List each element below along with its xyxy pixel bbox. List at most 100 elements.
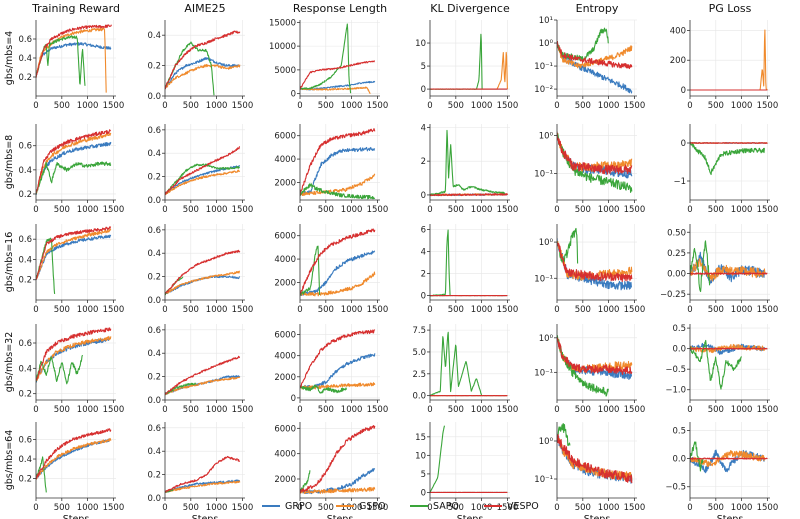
series-line-vespo: [557, 242, 633, 283]
y-tick-label: 4000: [274, 352, 296, 362]
series-line-sapo: [36, 35, 86, 86]
y-tick-label: 0.2: [147, 173, 161, 183]
series-line-sapo: [165, 41, 215, 96]
panel-gbs-mbs-16-response-length: 2000 4000 6000 0 500 1000 1500: [274, 224, 388, 315]
y-tick-label: 0: [291, 90, 296, 100]
x-tick-label: 500: [448, 101, 464, 111]
y-tick-label: 0.2: [18, 276, 32, 286]
panel-gbs-mbs-8-pg-loss: −1 0 0 500 1000 1500: [673, 124, 778, 215]
x-tick-label: 1500: [103, 101, 125, 111]
x-tick-label: 1000: [731, 503, 753, 513]
panel-gbs-mbs-8-entropy: 10⁻¹ 10⁰ 0 500 1000 1500: [534, 124, 645, 215]
panel-gbs-mbs-64-aime25: 0.0 0.2 0.4 0.6 0 500 1000 1500 Steps: [147, 422, 253, 519]
y-tick-label: 10⁻²: [534, 85, 553, 95]
x-tick-label: 0: [162, 205, 167, 215]
x-tick-label: 1000: [731, 405, 753, 415]
x-tick-label: 1500: [497, 405, 519, 415]
panel-gbs-mbs-4-aime25: 0.0 0.2 0.4 0 500 1000 1500: [147, 20, 253, 111]
series-line-grpo: [165, 165, 241, 195]
y-tick-label: 5000: [274, 66, 296, 76]
x-tick-label: 500: [575, 101, 591, 111]
x-tick-label: 1500: [367, 305, 389, 315]
x-tick-label: 1000: [598, 405, 620, 415]
x-tick-label: 500: [708, 205, 724, 215]
y-tick-label: 0.4: [147, 149, 161, 159]
x-tick-label: 1000: [341, 305, 363, 315]
panel-gbs-mbs-4-training-reward: 0.2 0.4 0.6 0 500 1000 1500: [18, 20, 124, 111]
x-tick-label: 1500: [232, 405, 254, 415]
series-line-vespo: [165, 146, 241, 195]
series-line-sapo: [36, 161, 112, 195]
y-tick-label: 10¹: [539, 16, 553, 26]
y-tick-label: 2000: [274, 475, 296, 485]
row-label-gbs-mbs-32: gbs/mbs=32: [4, 332, 15, 393]
series-line-grpo: [36, 438, 112, 480]
x-tick-label: 500: [708, 305, 724, 315]
series-line-gspo: [165, 270, 241, 296]
y-tick-label: 0.5: [672, 324, 686, 334]
y-tick-label: 0.4: [147, 447, 161, 457]
x-tick-label: 1000: [341, 405, 363, 415]
x-tick-label: 1500: [103, 503, 125, 513]
x-tick-label: 500: [318, 405, 334, 415]
series-line-sapo: [300, 245, 321, 296]
y-tick-label: 0.4: [18, 364, 32, 374]
x-tick-label: 0: [427, 305, 432, 315]
y-tick-label: 10⁻¹: [534, 368, 553, 378]
y-tick-label: 2: [421, 270, 426, 280]
series-line-gspo: [36, 335, 112, 382]
x-tick-label: 0: [687, 305, 692, 315]
y-tick-label: 0.4: [18, 166, 32, 176]
legend-label-grpo: GRPO: [285, 501, 312, 512]
column-title-kl-divergence: KL Divergence: [430, 2, 510, 15]
x-tick-label: 500: [54, 305, 70, 315]
series-line-grpo: [300, 353, 376, 390]
y-tick-label: 10⁰: [539, 437, 554, 447]
y-tick-label: 2000: [274, 178, 296, 188]
y-tick-label: 0.4: [18, 54, 32, 64]
x-tick-label: 1500: [624, 405, 646, 415]
y-tick-label: 0.2: [18, 475, 32, 485]
y-tick-label: 2000: [274, 373, 296, 383]
panel-gbs-mbs-8-response-length: 2000 4000 6000 0 500 1000 1500: [274, 124, 388, 215]
x-tick-label: 500: [183, 305, 199, 315]
x-tick-label: 1000: [206, 305, 228, 315]
y-tick-label: 0.2: [147, 273, 161, 283]
panel-gbs-mbs-8-aime25: 0.0 0.2 0.4 0.6 0 500 1000 1500: [147, 124, 253, 215]
x-tick-label: 500: [54, 101, 70, 111]
y-tick-label: 0.2: [18, 190, 32, 200]
series-line-vespo: [36, 327, 112, 381]
y-tick-label: 0.0: [412, 392, 426, 402]
series-line-vespo: [557, 40, 633, 70]
series-line-grpo: [300, 146, 376, 196]
x-tick-label: 500: [318, 205, 334, 215]
x-axis-label: Steps: [584, 514, 611, 519]
legend-label-gspo: GSPO: [359, 501, 386, 512]
x-tick-label: 500: [708, 101, 724, 111]
x-tick-label: 1000: [731, 101, 753, 111]
y-tick-label: −0.25: [660, 290, 686, 300]
y-tick-label: 10⁰: [539, 39, 554, 49]
row-label-gbs-mbs-16: gbs/mbs=16: [4, 232, 15, 293]
y-tick-label: 0.6: [18, 142, 32, 152]
x-tick-label: 500: [575, 503, 591, 513]
panel-gbs-mbs-8-kl-divergence: 0 2 4 0 500 1000 1500: [421, 123, 519, 215]
panel-gbs-mbs-64-entropy: 10⁻¹ 10⁰ 0 500 1000 1500 Steps: [534, 422, 645, 519]
series-line-sapo: [430, 331, 483, 397]
x-tick-label: 1500: [757, 101, 779, 111]
y-tick-label: 0.2: [18, 390, 32, 400]
series-line-gspo: [300, 486, 376, 494]
x-tick-label: 1500: [367, 101, 389, 111]
x-tick-label: 1000: [598, 101, 620, 111]
x-tick-label: 1500: [624, 205, 646, 215]
x-tick-label: 500: [318, 305, 334, 315]
series-line-sapo: [300, 470, 311, 493]
y-tick-label: 0.6: [147, 424, 161, 434]
x-tick-label: 1500: [367, 205, 389, 215]
x-tick-label: 0: [33, 205, 38, 215]
x-tick-label: 500: [183, 405, 199, 415]
y-tick-label: 400: [670, 26, 686, 36]
series-line-sapo: [300, 183, 376, 200]
y-tick-label: 5: [421, 470, 426, 480]
